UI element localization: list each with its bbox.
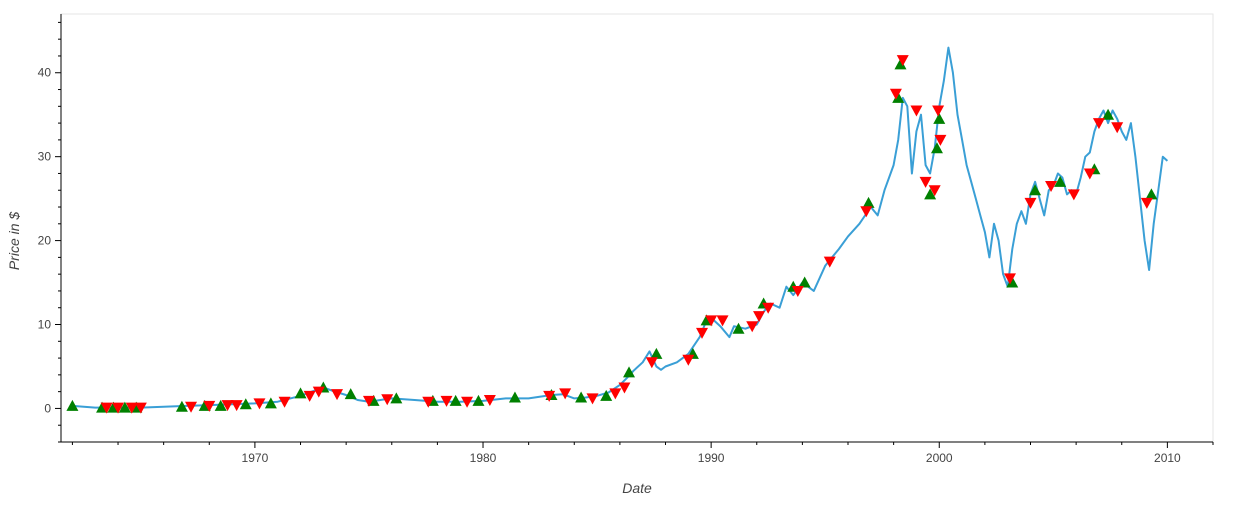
sell-marker: [860, 206, 873, 218]
buy-marker: [894, 58, 907, 70]
x-tick-label: 2010: [1154, 451, 1181, 465]
sell-marker: [823, 256, 836, 268]
buy-marker: [1054, 175, 1067, 187]
sell-marker: [543, 390, 556, 402]
sell-marker: [934, 134, 947, 146]
y-tick-label: 10: [38, 318, 52, 332]
sell-marker: [753, 311, 766, 323]
y-axis-title: Price in $: [6, 212, 22, 271]
sell-marker: [1003, 273, 1016, 285]
buy-marker: [118, 401, 131, 413]
sell-marker: [1045, 181, 1058, 193]
sell-marker: [696, 327, 709, 339]
sell-marker: [762, 302, 775, 314]
sell-marker: [910, 105, 923, 117]
sell-marker: [362, 395, 375, 407]
buy-marker: [732, 322, 745, 334]
sell-marker: [253, 398, 266, 410]
sell-marker: [1067, 189, 1080, 201]
sell-marker: [100, 402, 113, 414]
buy-marker: [862, 196, 875, 208]
x-tick-label: 2000: [926, 451, 953, 465]
sell-marker: [928, 185, 941, 197]
buy-marker: [175, 400, 188, 412]
sell-marker: [125, 402, 138, 414]
buy-marker: [294, 387, 307, 399]
x-axis-title: Date: [622, 480, 652, 496]
sell-marker: [618, 382, 631, 394]
buy-marker: [214, 399, 227, 411]
buy-marker: [623, 366, 636, 378]
sell-marker: [303, 390, 316, 402]
buy-marker: [575, 391, 588, 403]
buy-marker: [1102, 108, 1115, 120]
sell-marker: [278, 396, 291, 408]
sell-marker: [1140, 197, 1153, 209]
buy-marker: [798, 276, 811, 288]
buy-marker: [892, 91, 905, 103]
sell-marker: [422, 396, 435, 408]
sell-marker: [705, 315, 718, 327]
sell-marker: [221, 400, 234, 412]
sell-marker: [1024, 197, 1037, 209]
sell-marker: [1083, 168, 1096, 180]
y-tick-label: 30: [38, 150, 52, 164]
sell-marker: [791, 285, 804, 297]
sell-marker: [440, 395, 453, 407]
sell-marker: [746, 321, 759, 333]
y-tick-label: 20: [38, 234, 52, 248]
sell-marker: [609, 388, 622, 400]
buy-marker: [472, 394, 485, 406]
sell-marker: [381, 394, 394, 406]
x-tick-label: 1970: [242, 451, 269, 465]
buy-marker: [1145, 188, 1158, 200]
sell-marker: [1092, 118, 1105, 130]
buy-marker: [600, 389, 613, 401]
x-tick-label: 1990: [698, 451, 725, 465]
sell-marker: [1111, 122, 1124, 134]
sell-marker: [682, 354, 695, 366]
buy-marker: [66, 399, 79, 411]
buy-marker: [1006, 276, 1019, 288]
buy-marker: [508, 391, 521, 403]
sell-marker: [483, 395, 496, 407]
sell-marker: [889, 88, 902, 100]
plot-background: [60, 13, 1214, 443]
sell-marker: [112, 402, 125, 414]
sell-marker: [185, 401, 198, 413]
buy-marker: [930, 142, 943, 154]
buy-marker: [264, 397, 277, 409]
sell-marker: [203, 400, 216, 412]
series-layer: [66, 46, 1169, 414]
sell-marker: [645, 357, 658, 369]
sell-marker: [896, 55, 909, 67]
buy-marker: [650, 347, 663, 359]
buy-marker: [924, 188, 937, 200]
sell-marker: [230, 400, 243, 412]
sell-marker: [134, 402, 147, 414]
sell-marker: [331, 389, 344, 401]
sell-marker: [716, 315, 729, 327]
y-tick-label: 40: [38, 66, 52, 80]
y-tick-label: 0: [44, 401, 51, 415]
buy-marker: [344, 388, 357, 400]
buy-marker: [1029, 184, 1042, 196]
sell-marker: [312, 386, 325, 398]
sell-marker: [932, 105, 945, 117]
sell-marker: [559, 388, 572, 400]
sell-marker: [586, 393, 599, 405]
buy-marker: [449, 394, 462, 406]
sell-marker: [919, 176, 932, 188]
sell-marker: [461, 396, 474, 408]
x-tick-label: 1980: [470, 451, 497, 465]
buy-marker: [239, 398, 252, 410]
buy-marker: [390, 392, 403, 404]
axis-layer: 0 10 20 30 40 1970 1980 1990 2000 2010: [38, 14, 1214, 465]
buy-marker: [933, 112, 946, 124]
